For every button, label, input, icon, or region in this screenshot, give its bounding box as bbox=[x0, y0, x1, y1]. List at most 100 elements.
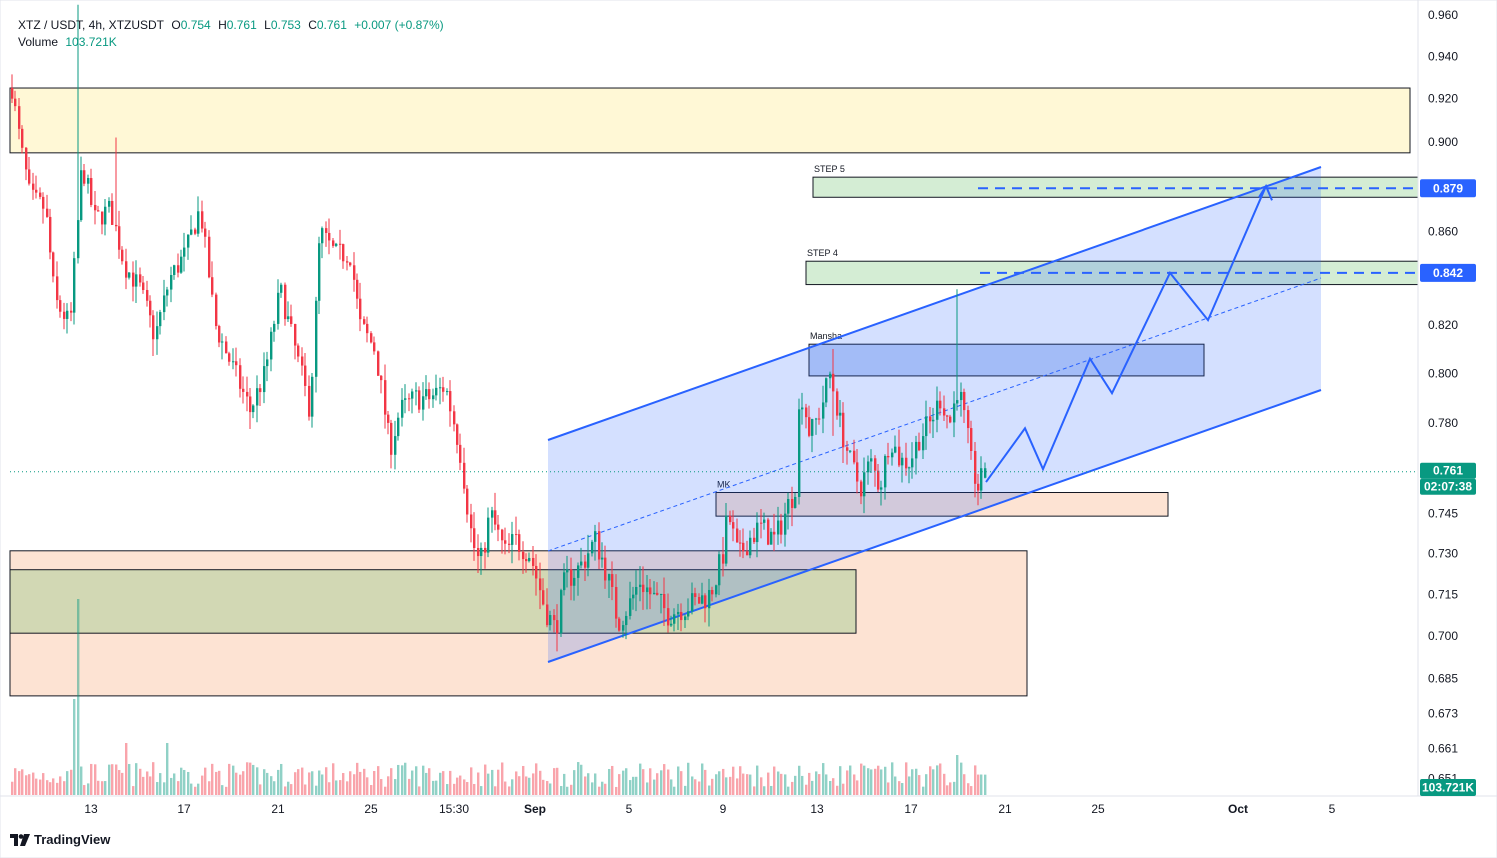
candle-body bbox=[25, 147, 28, 170]
candle-body bbox=[515, 534, 518, 536]
volume-bar bbox=[432, 780, 435, 795]
candle-body bbox=[836, 391, 839, 416]
candle-body bbox=[680, 611, 683, 621]
volume-bar bbox=[246, 762, 249, 795]
volume-bar bbox=[297, 769, 300, 795]
candle-body bbox=[632, 594, 635, 599]
tradingview-logo[interactable]: TradingView bbox=[10, 832, 110, 847]
volume-bar bbox=[387, 776, 390, 795]
candle-body bbox=[190, 229, 193, 235]
candle-body bbox=[818, 418, 821, 420]
volume-bar bbox=[194, 786, 197, 795]
volume-bar bbox=[363, 768, 366, 795]
candle-body bbox=[587, 553, 590, 568]
candle-body bbox=[294, 323, 297, 346]
candle-body bbox=[829, 373, 832, 379]
candle-body bbox=[301, 356, 304, 366]
volume-bar bbox=[377, 766, 380, 795]
volume-bar bbox=[11, 781, 14, 795]
volume-bar bbox=[960, 762, 963, 795]
candle-body bbox=[466, 488, 469, 515]
volume-bar bbox=[201, 775, 204, 795]
volume-bar bbox=[535, 763, 538, 795]
high-value: 0.761 bbox=[226, 18, 257, 32]
volume-bar bbox=[370, 785, 373, 795]
low-value: 0.753 bbox=[270, 18, 301, 32]
candle-body bbox=[742, 542, 745, 552]
candle-body bbox=[90, 178, 93, 205]
volume-bar bbox=[418, 786, 421, 795]
candle-body bbox=[125, 261, 128, 278]
volume-bar bbox=[353, 774, 356, 795]
volume-bar bbox=[787, 786, 790, 795]
volume-bar bbox=[66, 771, 69, 795]
zone-label: MK bbox=[717, 480, 731, 490]
candle-body bbox=[484, 547, 487, 553]
volume-bar bbox=[170, 777, 173, 795]
candle-body bbox=[397, 417, 400, 437]
volume-bar bbox=[270, 776, 273, 795]
volume-bar bbox=[349, 771, 352, 795]
x-tick-label: 13 bbox=[84, 802, 98, 816]
candle-body bbox=[898, 446, 901, 466]
volume-bar bbox=[401, 765, 404, 795]
volume-axis-label-bg bbox=[1420, 779, 1476, 796]
volume-bar bbox=[497, 769, 500, 795]
candle-body bbox=[667, 608, 670, 626]
candle-body bbox=[670, 623, 673, 626]
volume-label: Volume bbox=[18, 35, 59, 49]
volume-bar bbox=[294, 772, 297, 795]
candle-body bbox=[939, 400, 942, 409]
candle-body bbox=[815, 418, 818, 420]
x-tick-label: 25 bbox=[1091, 802, 1105, 816]
candle-body bbox=[749, 537, 752, 556]
tradingview-logo-icon bbox=[10, 833, 30, 846]
candle-body bbox=[342, 244, 345, 262]
candle-body bbox=[663, 593, 666, 609]
projection-layer bbox=[10, 183, 1418, 483]
projection-path bbox=[985, 185, 1267, 483]
volume-bar bbox=[925, 774, 928, 795]
volume-bar bbox=[742, 773, 745, 795]
volume-bar bbox=[249, 762, 252, 795]
volume-bar bbox=[477, 772, 480, 795]
volume-bar bbox=[504, 781, 507, 795]
volume-bar bbox=[18, 771, 21, 795]
candle-body bbox=[573, 577, 576, 586]
candle-body bbox=[183, 247, 186, 257]
volume-bar bbox=[115, 764, 118, 795]
candle-body bbox=[777, 520, 780, 535]
candle-body bbox=[877, 470, 880, 490]
volume-bar bbox=[870, 769, 873, 795]
candle-body bbox=[356, 279, 359, 299]
volume-bar bbox=[415, 766, 418, 795]
volume-bar bbox=[215, 771, 218, 795]
candle-body bbox=[297, 345, 300, 357]
candle-body bbox=[708, 589, 711, 609]
volume-bar bbox=[718, 771, 721, 795]
volume-bar bbox=[853, 774, 856, 795]
volume-bar bbox=[325, 767, 328, 795]
candle-body bbox=[925, 416, 928, 437]
candle-body bbox=[811, 419, 814, 436]
volume-bar bbox=[867, 768, 870, 795]
volume-bar bbox=[128, 764, 131, 795]
change-value: +0.007 (+0.87%) bbox=[354, 18, 444, 32]
candle-body bbox=[218, 326, 221, 343]
volume-bar bbox=[929, 766, 932, 795]
volume-bar bbox=[611, 765, 614, 795]
symbol-title[interactable]: XTZ / USDT, 4h, XTZUSDT bbox=[18, 18, 165, 32]
candle-body bbox=[335, 243, 338, 246]
zone-box bbox=[715, 492, 1169, 517]
volume-bar bbox=[77, 599, 80, 795]
candle-body bbox=[152, 315, 155, 340]
volume-bar bbox=[315, 785, 318, 795]
volume-bar bbox=[228, 763, 231, 795]
candle-body bbox=[135, 274, 138, 287]
volume-bar bbox=[901, 783, 904, 795]
volume-bar bbox=[14, 768, 17, 795]
volume-bar bbox=[121, 772, 124, 795]
volume-bar bbox=[805, 784, 808, 795]
volume-bar bbox=[736, 778, 739, 795]
